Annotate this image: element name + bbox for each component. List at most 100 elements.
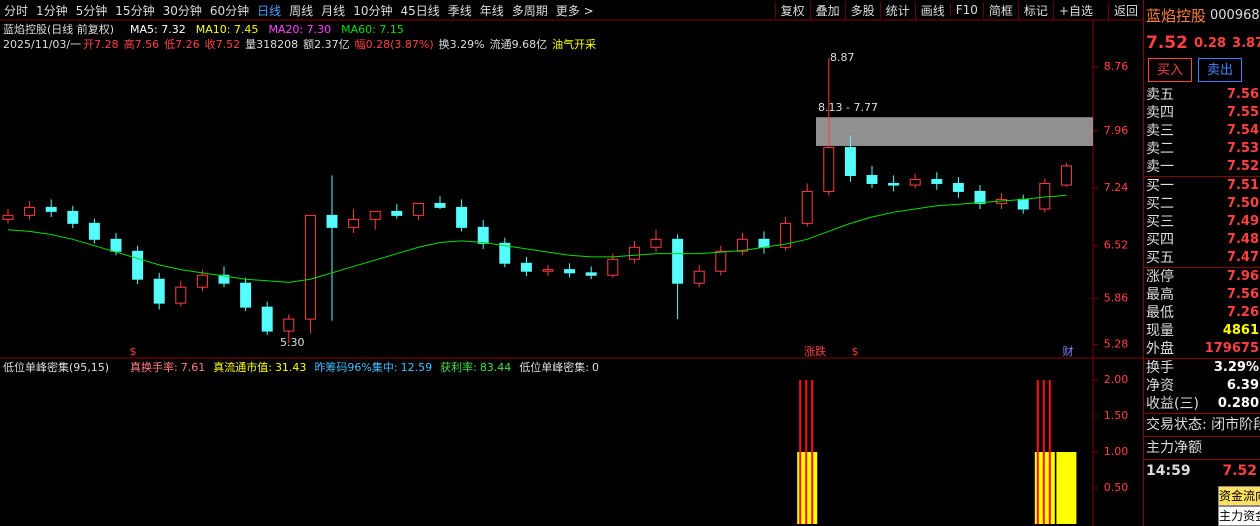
candle-body (715, 250, 727, 272)
stock-name: 蓝焰控股 (1146, 6, 1207, 25)
candle-body (477, 226, 489, 244)
price: 7.52 (1146, 33, 1188, 53)
candle-body (240, 282, 252, 308)
bar-info: 量318208 (245, 38, 298, 51)
toolbar-button[interactable]: 统计 (879, 1, 915, 19)
candle-body (672, 238, 684, 284)
fund-value: 0.280 (1217, 396, 1259, 411)
stat-label: 外盘 (1146, 341, 1174, 357)
candle-body (283, 318, 295, 332)
candle-body (110, 238, 122, 252)
y-tick-label: 5.28 (1104, 338, 1129, 351)
book-row-value: 7.56 (1226, 87, 1259, 102)
event-marker: 财 (1063, 344, 1074, 358)
last-price: 7.52 (1222, 463, 1257, 479)
book-row-label: 买三 (1146, 214, 1174, 230)
toolbar-button[interactable]: 叠加 (809, 1, 845, 19)
tabs: 分时 1分钟 5分钟 15分钟 30分钟 60分钟 日线 周线 月线 10分钟 45日线 季线 年线 多周… (0, 2, 598, 19)
y-tick-label: 2.00 (1104, 373, 1129, 386)
fund: 收益(三) 0.280 (1144, 395, 1260, 413)
signal-bar (1042, 380, 1045, 524)
tab[interactable]: 60分钟 (209, 3, 250, 18)
buy-button[interactable]: 买入 (1148, 58, 1193, 82)
tab[interactable]: 30分钟 (162, 3, 202, 18)
trade-status: 交易状态: 闭市阶段 (1144, 413, 1260, 436)
candle-body (1039, 182, 1051, 210)
candle-body (499, 242, 511, 264)
metric-value: 7.61 (181, 361, 206, 374)
metric-label: 低位单峰密集: (519, 360, 589, 374)
candle-body (585, 272, 597, 276)
ma-label: MA20: 7.30 (268, 23, 331, 36)
indicator-title: 低位单峰密集(95,15) (3, 360, 109, 374)
y-tick-label: 1.50 (1104, 409, 1129, 422)
change: 0.28 (1193, 35, 1227, 51)
candle-body (261, 306, 273, 332)
stat-value: 7.96 (1226, 269, 1259, 284)
candle-body (758, 238, 770, 248)
candle-body (801, 190, 813, 224)
stat: 外盘 179675 (1144, 340, 1260, 358)
bar-info: 低7.26 (164, 38, 200, 51)
ma-label: MA5: 7.32 (130, 23, 186, 36)
candle-body (844, 147, 856, 176)
metric-label: 昨筹码96%集中: (314, 360, 397, 374)
popup-item[interactable]: 主力资金 (1218, 506, 1260, 526)
event-marker: $ (852, 345, 859, 358)
event-marker: $ (130, 345, 137, 358)
bar-info: 额2.37亿 (303, 38, 350, 51)
toolbar-button[interactable]: 画线 (914, 1, 950, 19)
tab[interactable]: 周线 (289, 3, 314, 18)
toolbar-button[interactable]: F10 (949, 3, 983, 17)
fund: 换手 3.29% (1144, 358, 1260, 377)
tab[interactable]: 5分钟 (75, 3, 108, 18)
book-row-value: 7.48 (1226, 232, 1259, 247)
tab[interactable]: 分时 (4, 3, 29, 18)
bar-info: 油气开采 (552, 37, 596, 51)
signal-bar (811, 380, 814, 524)
stat: 涨停 7.96 (1144, 267, 1260, 286)
candle-body (650, 238, 662, 248)
tab[interactable]: 15分钟 (115, 3, 155, 18)
flow-label: 主力净额 (1144, 436, 1260, 459)
stat-value: 179675 (1204, 341, 1259, 356)
toolbar: 分时 1分钟 5分钟 15分钟 30分钟 60分钟 日线 周线 月线 10分钟 45日线 季线 年线 多周… (0, 0, 1143, 20)
quote-panel: 蓝焰控股0009687.520.283.87%买入卖出卖五7.56卖四7.55卖… (1143, 0, 1260, 526)
candle-body (45, 206, 57, 212)
book-row-value: 7.53 (1226, 141, 1259, 156)
tab[interactable]: 月线 (321, 3, 346, 18)
tab[interactable]: 10分钟 (353, 3, 393, 18)
book-row: 买三 7.49 (1144, 213, 1260, 231)
tab[interactable]: 日线 (257, 3, 282, 18)
tab[interactable]: 多周期 (511, 3, 548, 18)
book-row: 买一 7.51 (1144, 176, 1260, 195)
toolbar-button[interactable]: 标记 (1017, 1, 1053, 19)
toolbar-button[interactable]: 简框 (982, 1, 1018, 19)
chart: 蓝焰控股(日线 前复权) 低位单峰密集(95,15) MA5: 7.32 MA10… (0, 19, 1143, 526)
toolbar-button[interactable]: +自选 (1052, 1, 1098, 19)
tab[interactable]: 更多 > (555, 3, 594, 18)
candle-body (88, 222, 100, 240)
tab[interactable]: 1分钟 (36, 3, 68, 18)
candle-body (67, 210, 79, 224)
popup-item[interactable]: 资金流向 (1218, 486, 1260, 506)
bar-date: 2025/11/03/一 (3, 38, 81, 51)
signal-bar (1036, 380, 1039, 524)
tab[interactable]: 年线 (479, 3, 504, 18)
stat: 最高 7.56 (1144, 286, 1260, 304)
sell-button[interactable]: 卖出 (1198, 58, 1243, 82)
candle-body (542, 269, 554, 272)
price-row: 7.52 0.28 3.87% (1144, 30, 1260, 56)
toolbar-button[interactable]: 多股 (844, 1, 880, 19)
bar-info: 换3.29% (439, 37, 485, 51)
candle-body (607, 258, 619, 276)
tab[interactable]: 季线 (447, 3, 472, 18)
signal-bar (805, 380, 808, 524)
candle-body (391, 210, 403, 216)
annotation: 8.87 (830, 51, 855, 64)
toolbar-button[interactable]: 复权 (774, 1, 810, 19)
tab[interactable]: 45日线 (400, 3, 440, 18)
back-button[interactable]: 返回 (1107, 1, 1143, 19)
candle-body (132, 250, 144, 280)
bar-info: 流通9.68亿 (490, 37, 548, 51)
